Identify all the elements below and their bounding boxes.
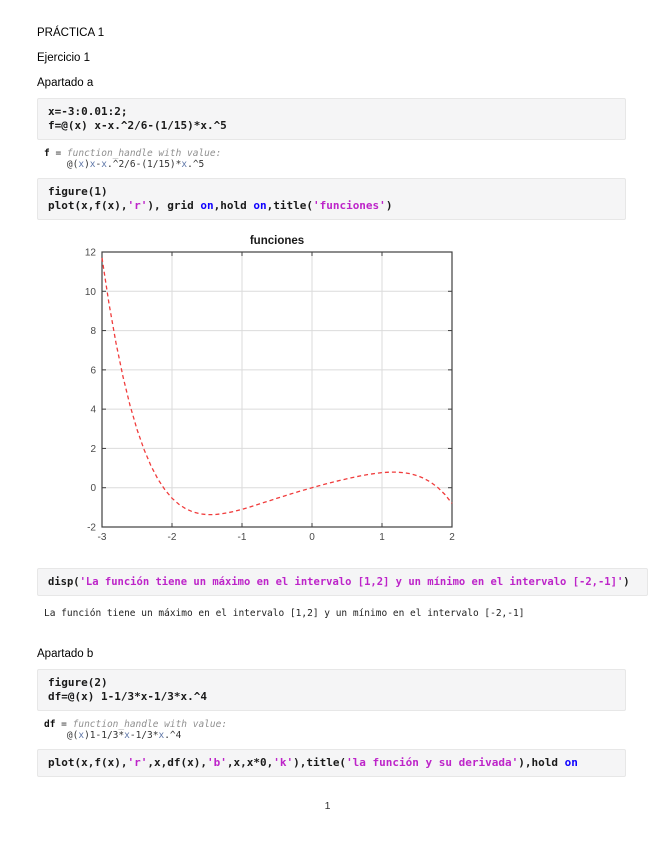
svg-text:-1: -1 bbox=[238, 532, 247, 543]
svg-text:2: 2 bbox=[90, 444, 96, 455]
output-df-function-handle: df = function_handle with value: @(x)1-1… bbox=[44, 719, 228, 741]
page-number: 1 bbox=[324, 800, 331, 812]
code-block-disp: disp('La función tiene un máximo en el i… bbox=[37, 568, 648, 596]
svg-text:0: 0 bbox=[90, 483, 96, 494]
section-b-heading: Apartado b bbox=[37, 648, 94, 660]
plot-tick-marks bbox=[101, 251, 453, 528]
section-a-heading: Apartado a bbox=[37, 77, 94, 89]
svg-text:0: 0 bbox=[309, 532, 315, 543]
svg-text:-3: -3 bbox=[98, 532, 107, 543]
exercise-heading: Ejercicio 1 bbox=[37, 52, 91, 64]
plot-axes-box bbox=[101, 251, 453, 528]
svg-text:6: 6 bbox=[90, 365, 96, 376]
code-block-define-df: figure(2) df=@(x) 1-1/3*x-1/3*x.^4 bbox=[37, 669, 626, 711]
svg-text:10: 10 bbox=[85, 287, 97, 298]
svg-text:1: 1 bbox=[379, 532, 385, 543]
figure-1: -3 -2 -1 0 1 2 -2 0 2 4 6 8 10 12 funciones bbox=[70, 232, 470, 544]
output-f-function-handle: f = function_handle with value: @(x)x-x.… bbox=[44, 148, 222, 170]
plot-gridlines bbox=[102, 252, 452, 527]
document-title: PRÁCTICA 1 bbox=[37, 27, 105, 39]
svg-text:4: 4 bbox=[90, 405, 96, 416]
svg-text:-2: -2 bbox=[168, 532, 177, 543]
plot-title: funciones bbox=[250, 235, 304, 247]
svg-text:2: 2 bbox=[449, 532, 455, 543]
svg-text:-2: -2 bbox=[87, 523, 96, 534]
svg-text:8: 8 bbox=[90, 326, 96, 337]
svg-text:12: 12 bbox=[85, 248, 97, 259]
function-curve-red bbox=[101, 257, 453, 516]
code-block-figure2-plot: plot(x,f(x),'r',x,df(x),'b',x,x*0,'k'),t… bbox=[37, 749, 626, 777]
code-block-define-f: x=-3:0.01:2; f=@(x) x-x.^2/6-(1/15)*x.^5 bbox=[37, 98, 626, 140]
code-block-figure1-plot: figure(1) plot(x,f(x),'r'), grid on,hold … bbox=[37, 178, 626, 220]
document-body: PRÁCTICA 1 Ejercicio 1 Apartado a x=-3:0… bbox=[37, 27, 648, 777]
output-disp-text: La función tiene un máximo en el interva… bbox=[44, 608, 525, 619]
